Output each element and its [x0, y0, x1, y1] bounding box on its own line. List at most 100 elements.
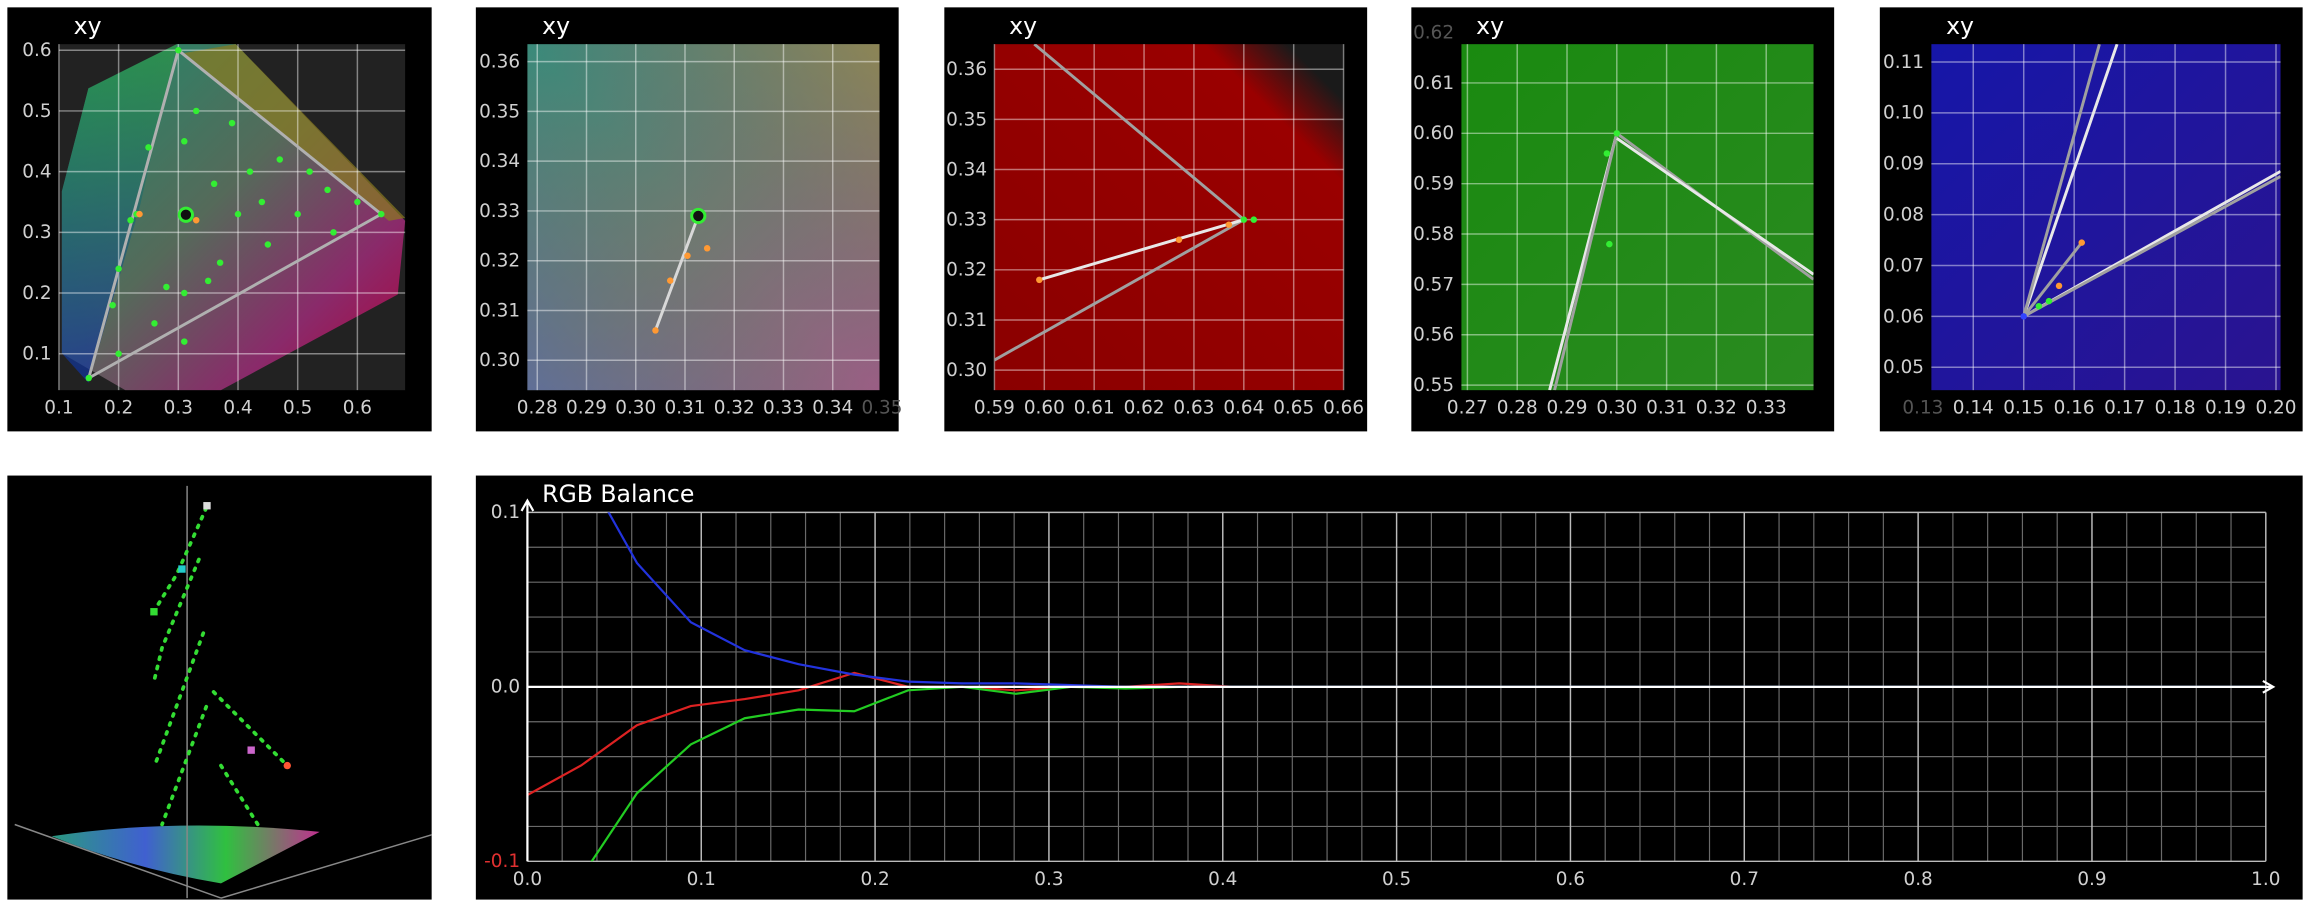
- x-tick-label: 0.64: [1223, 398, 1264, 419]
- y-axis-arrow: [520, 498, 535, 512]
- series-line: [1038, 218, 1245, 282]
- y-tick-label: 0.60: [1413, 123, 1454, 144]
- white-point: [690, 207, 707, 225]
- series-line: [2023, 175, 2281, 318]
- chart-title: xy: [542, 12, 570, 40]
- x-tick-label: 0.31: [1646, 398, 1687, 419]
- point: [2078, 239, 2085, 246]
- x-tick-label: 0.29: [1547, 398, 1588, 419]
- x-tick-label: 0.28: [517, 398, 558, 419]
- y-tick-label: 0.1: [22, 344, 51, 365]
- point: [1240, 216, 1248, 223]
- grid: [527, 44, 880, 391]
- point: [181, 289, 188, 297]
- y-tick-label: 0.58: [1413, 224, 1454, 245]
- y-tick-label: 0.31: [479, 300, 520, 321]
- point: [1036, 276, 1043, 284]
- y-tick-label: 0.4: [22, 162, 51, 183]
- x-tick-label: 0.32: [1696, 398, 1737, 419]
- x-axis-arrow: [2262, 679, 2276, 694]
- x-tick-label: 0.15: [2003, 398, 2044, 419]
- marks: [2020, 44, 2281, 320]
- point: [145, 144, 152, 151]
- point: [1225, 221, 1233, 228]
- y-tick-label: 0.11: [1883, 52, 1924, 73]
- x-tick-label: 0.17: [2104, 398, 2145, 419]
- x-tick-label: 0.19: [2205, 398, 2246, 419]
- backgrounds: [58, 44, 2281, 391]
- x-tick-label: 0.16: [2054, 398, 2095, 419]
- point: [354, 198, 361, 206]
- y-tick-label: 0.5: [22, 101, 51, 122]
- y-tick-label: 0.1: [491, 502, 520, 523]
- y-tick-label: 0.3: [22, 222, 51, 243]
- marks: [85, 47, 385, 382]
- x-tick-label: 0.20: [2256, 398, 2297, 419]
- axis-3d: [14, 823, 222, 899]
- y-tick-label: 0.33: [479, 201, 520, 222]
- marks: [994, 44, 1258, 362]
- x-tick-label: 0.35: [861, 398, 902, 419]
- point: [330, 229, 337, 236]
- point: [234, 210, 242, 218]
- y-tick-label: 0.30: [479, 350, 520, 371]
- x-tick-label: 0.1: [44, 398, 73, 419]
- chromaticity-fill: [61, 44, 177, 383]
- point: [175, 47, 182, 54]
- x-tick-label: 0.34: [812, 398, 853, 419]
- y-tick-label: 0.31: [946, 310, 987, 331]
- point: [210, 180, 218, 188]
- y-tick-label: 0.06: [1883, 306, 1924, 327]
- x-tick-label: 0.28: [1497, 398, 1538, 419]
- point-marker: [178, 565, 186, 573]
- x-tick-label: 0.31: [665, 398, 706, 419]
- x-tick-label: 0.59: [974, 398, 1015, 419]
- point: [136, 210, 143, 218]
- point: [115, 265, 122, 273]
- x-tick-label: 0.33: [763, 398, 804, 419]
- x-tick-label: 0.5: [283, 398, 312, 419]
- x-tick-label: 0.30: [615, 398, 656, 419]
- y-tick-label: 0.56: [1413, 325, 1454, 346]
- y-tick-label: 0.36: [479, 51, 520, 72]
- point: [703, 245, 711, 252]
- y-tick-label: 0.10: [1883, 103, 1924, 124]
- y-tick-label: 0.32: [946, 260, 987, 281]
- x-tick-label: 0.2: [860, 869, 889, 890]
- chart: xy 0.27 0.28 0.29 0.30 0.31 0.32 0.33 0.55 0.56 0.…: [1413, 12, 1814, 419]
- chromaticity-fill: [184, 44, 406, 221]
- point: [228, 119, 236, 127]
- chart-title: xy: [1009, 12, 1037, 40]
- y-tick-label: 0.55: [1413, 375, 1454, 396]
- point: [1613, 130, 1621, 137]
- point: [276, 156, 284, 163]
- x-tick-label: 0.7: [1730, 869, 1759, 890]
- x-tick-label: 0.9: [2077, 869, 2106, 890]
- y-tick-label: 0.6: [22, 40, 51, 61]
- y-tick-label: 0.36: [946, 59, 987, 80]
- x-tick-label: 0.62: [1124, 398, 1165, 419]
- series-line: [2022, 44, 2101, 317]
- series-line: [654, 215, 700, 331]
- point: [151, 320, 158, 327]
- y-tick-label: 0.07: [1883, 255, 1924, 276]
- point: [324, 186, 331, 194]
- white-point: [177, 206, 194, 223]
- x-tick-label: 0.61: [1074, 398, 1115, 419]
- gamut-floor: [51, 825, 320, 884]
- series-line: [1615, 137, 1814, 276]
- series-line: [2022, 44, 2119, 317]
- x-tick-label: 0.27: [1447, 398, 1488, 419]
- x-tick-label: 0.30: [1596, 398, 1637, 419]
- x-tick-label: 0.65: [1273, 398, 1314, 419]
- chart-title: xy: [1476, 12, 1504, 40]
- x-tick-label: 0.4: [223, 398, 252, 419]
- point: [1250, 216, 1258, 223]
- chart-title: RGB Balance: [542, 480, 694, 508]
- y-tick-label: 0.62: [1413, 22, 1454, 43]
- x-tick-label: 0.4: [1208, 869, 1237, 890]
- plot-bg: [994, 44, 1344, 391]
- point-marker: [283, 761, 291, 770]
